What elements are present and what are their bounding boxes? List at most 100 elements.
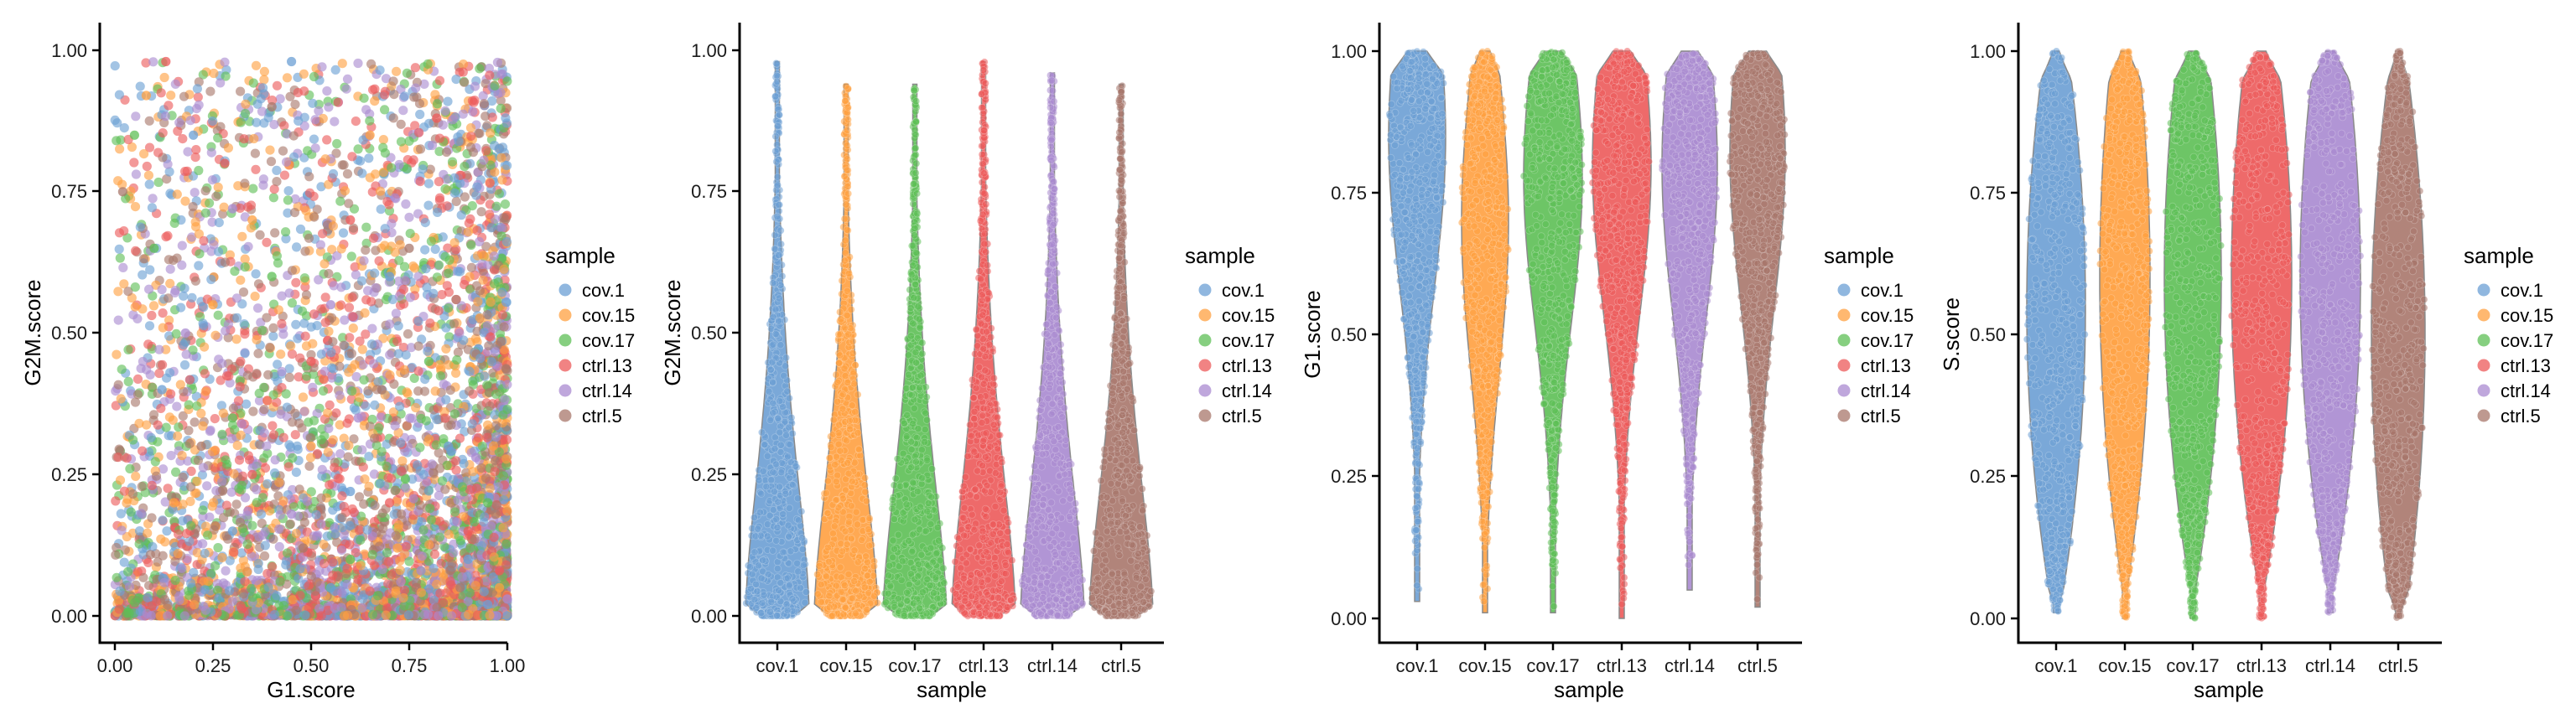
- scatter-point: [304, 461, 314, 471]
- scatter-point: [371, 283, 381, 293]
- scatter-point: [443, 96, 453, 106]
- scatter-point: [300, 246, 310, 256]
- scatter-point: [347, 152, 357, 162]
- scatter-point: [415, 177, 425, 187]
- scatter-point: [382, 461, 392, 471]
- scatter-point: [329, 281, 339, 291]
- scatter-point: [293, 334, 303, 344]
- scatter-point: [449, 173, 460, 183]
- scatter-point: [231, 334, 242, 344]
- scatter-point: [131, 169, 141, 179]
- scatter-point: [177, 240, 187, 251]
- scatter-point: [275, 94, 285, 104]
- scatter-point: [369, 516, 380, 527]
- scatter-point: [269, 430, 279, 440]
- scatter-point: [336, 244, 346, 254]
- scatter-point: [232, 313, 242, 323]
- scatter-point: [351, 116, 361, 127]
- scatter-point: [143, 170, 153, 180]
- scatter-point: [344, 303, 355, 313]
- scatter-point: [444, 268, 454, 278]
- scatter-point: [415, 144, 426, 154]
- scatter-point: [347, 292, 357, 303]
- scatter-point: [400, 276, 410, 286]
- scatter-point: [476, 463, 486, 473]
- scatter-point: [165, 264, 175, 274]
- scatter-point: [276, 349, 286, 359]
- scatter-point: [117, 365, 127, 375]
- scatter-point: [209, 68, 219, 79]
- scatter-point: [361, 401, 371, 411]
- scatter-point: [391, 308, 401, 318]
- scatter-point: [420, 245, 430, 255]
- scatter-point: [207, 175, 217, 185]
- scatter-point: [194, 165, 204, 176]
- scatter-point: [435, 371, 446, 381]
- scatter-point: [330, 65, 340, 75]
- scatter-point: [325, 400, 335, 410]
- scatter-point: [414, 127, 424, 137]
- scatter-point: [486, 521, 496, 531]
- scatter-point: [115, 475, 126, 485]
- scatter-point: [498, 523, 508, 533]
- scatter-point: [231, 293, 242, 303]
- scatter-point: [302, 496, 312, 506]
- scatter-point: [195, 249, 205, 259]
- scatter-point: [190, 600, 200, 610]
- scatter-point: [456, 210, 466, 220]
- scatter-point: [287, 349, 297, 359]
- scatter-point: [248, 184, 258, 194]
- scatter-point: [374, 541, 385, 551]
- scatter-point: [358, 462, 368, 472]
- scatter-point: [370, 268, 380, 278]
- scatter-point: [240, 349, 250, 359]
- scatter-point: [465, 366, 475, 376]
- scatter-point: [193, 92, 203, 102]
- scatter-point: [184, 400, 194, 410]
- scatter-point: [286, 341, 296, 351]
- scatter-point: [335, 449, 345, 459]
- scatter-point: [460, 192, 470, 202]
- scatter-point: [468, 147, 479, 158]
- scatter-point: [316, 304, 326, 314]
- scatter-point: [381, 610, 391, 620]
- scatter-point: [413, 341, 423, 351]
- scatter-point: [291, 529, 301, 539]
- scatter-point: [466, 240, 476, 251]
- scatter-point: [502, 380, 512, 390]
- scatter-point: [366, 297, 377, 307]
- scatter-point: [112, 572, 122, 582]
- scatter-point: [330, 463, 340, 473]
- scatter-point: [210, 414, 220, 424]
- scatter-point: [248, 406, 258, 416]
- scatter-point: [165, 278, 175, 288]
- scatter-point: [135, 81, 145, 91]
- scatter-point: [141, 58, 151, 68]
- scatter-point: [114, 444, 124, 454]
- scatter-point: [231, 499, 242, 509]
- scatter-point: [322, 86, 332, 96]
- scatter-point: [470, 517, 480, 527]
- scatter-point: [236, 275, 246, 285]
- scatter-point: [119, 557, 129, 567]
- scatter-point: [259, 405, 269, 415]
- scatter-point: [290, 430, 300, 440]
- scatter-point: [259, 428, 269, 438]
- scatter-point: [216, 78, 226, 88]
- scatter-point: [340, 186, 351, 196]
- scatter-point: [178, 411, 188, 421]
- scatter-point: [440, 484, 450, 494]
- scatter-point: [357, 276, 367, 286]
- scatter-point: [247, 520, 257, 530]
- scatter-point: [413, 316, 423, 326]
- scatter-point: [378, 135, 388, 145]
- scatter-point: [148, 57, 158, 67]
- scatter-point: [161, 232, 171, 242]
- scatter-point: [184, 590, 194, 600]
- scatter-point: [319, 259, 330, 269]
- scatter-point: [325, 480, 335, 490]
- scatter-point: [239, 134, 249, 144]
- scatter-point: [360, 308, 370, 318]
- scatter-point: [142, 161, 152, 172]
- scatter-point: [420, 375, 430, 385]
